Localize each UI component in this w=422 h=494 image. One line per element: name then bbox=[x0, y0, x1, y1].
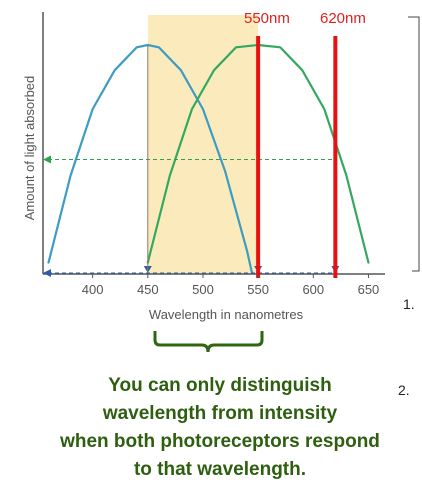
marker-label-550: 550nm bbox=[244, 10, 290, 27]
x-tick-label-600: 600 bbox=[302, 282, 324, 297]
marker-label-620: 620nm bbox=[320, 10, 366, 27]
baseline-guide-arrowhead bbox=[43, 269, 51, 277]
x-tick-label-550: 550 bbox=[247, 282, 269, 297]
x-tick-labels: 400 450 500 550 600 650 bbox=[82, 274, 380, 297]
item-number-1: 1. bbox=[403, 296, 415, 312]
message-line-1: You can only distinguish bbox=[108, 375, 331, 396]
side-bracket bbox=[408, 16, 420, 272]
message-line-2: wavelength from intensity bbox=[102, 403, 338, 424]
x-tick-label-450: 450 bbox=[137, 282, 159, 297]
series-1-curve bbox=[47, 43, 254, 274]
message-line-3: when both photoreceptors respond bbox=[59, 431, 380, 452]
marker-lines: 550nm 620nm bbox=[244, 10, 366, 278]
x-tick-label-400: 400 bbox=[82, 282, 104, 297]
highlight-band bbox=[147, 15, 259, 274]
intensity-guide-arrowhead bbox=[43, 155, 51, 164]
x-tick-label-650: 650 bbox=[358, 282, 380, 297]
message-line-4: to that wavelength. bbox=[134, 459, 306, 480]
explanation-text: You can only distinguish wavelength from… bbox=[59, 375, 380, 480]
x-axis-label: Wavelength in nanometres bbox=[149, 307, 304, 322]
axes bbox=[42, 12, 385, 275]
curly-brace bbox=[153, 331, 264, 353]
x-tick-label-500: 500 bbox=[192, 282, 214, 297]
item-number-2: 2. bbox=[398, 382, 410, 398]
y-axis-label: Amount of light absorbed bbox=[22, 76, 37, 221]
